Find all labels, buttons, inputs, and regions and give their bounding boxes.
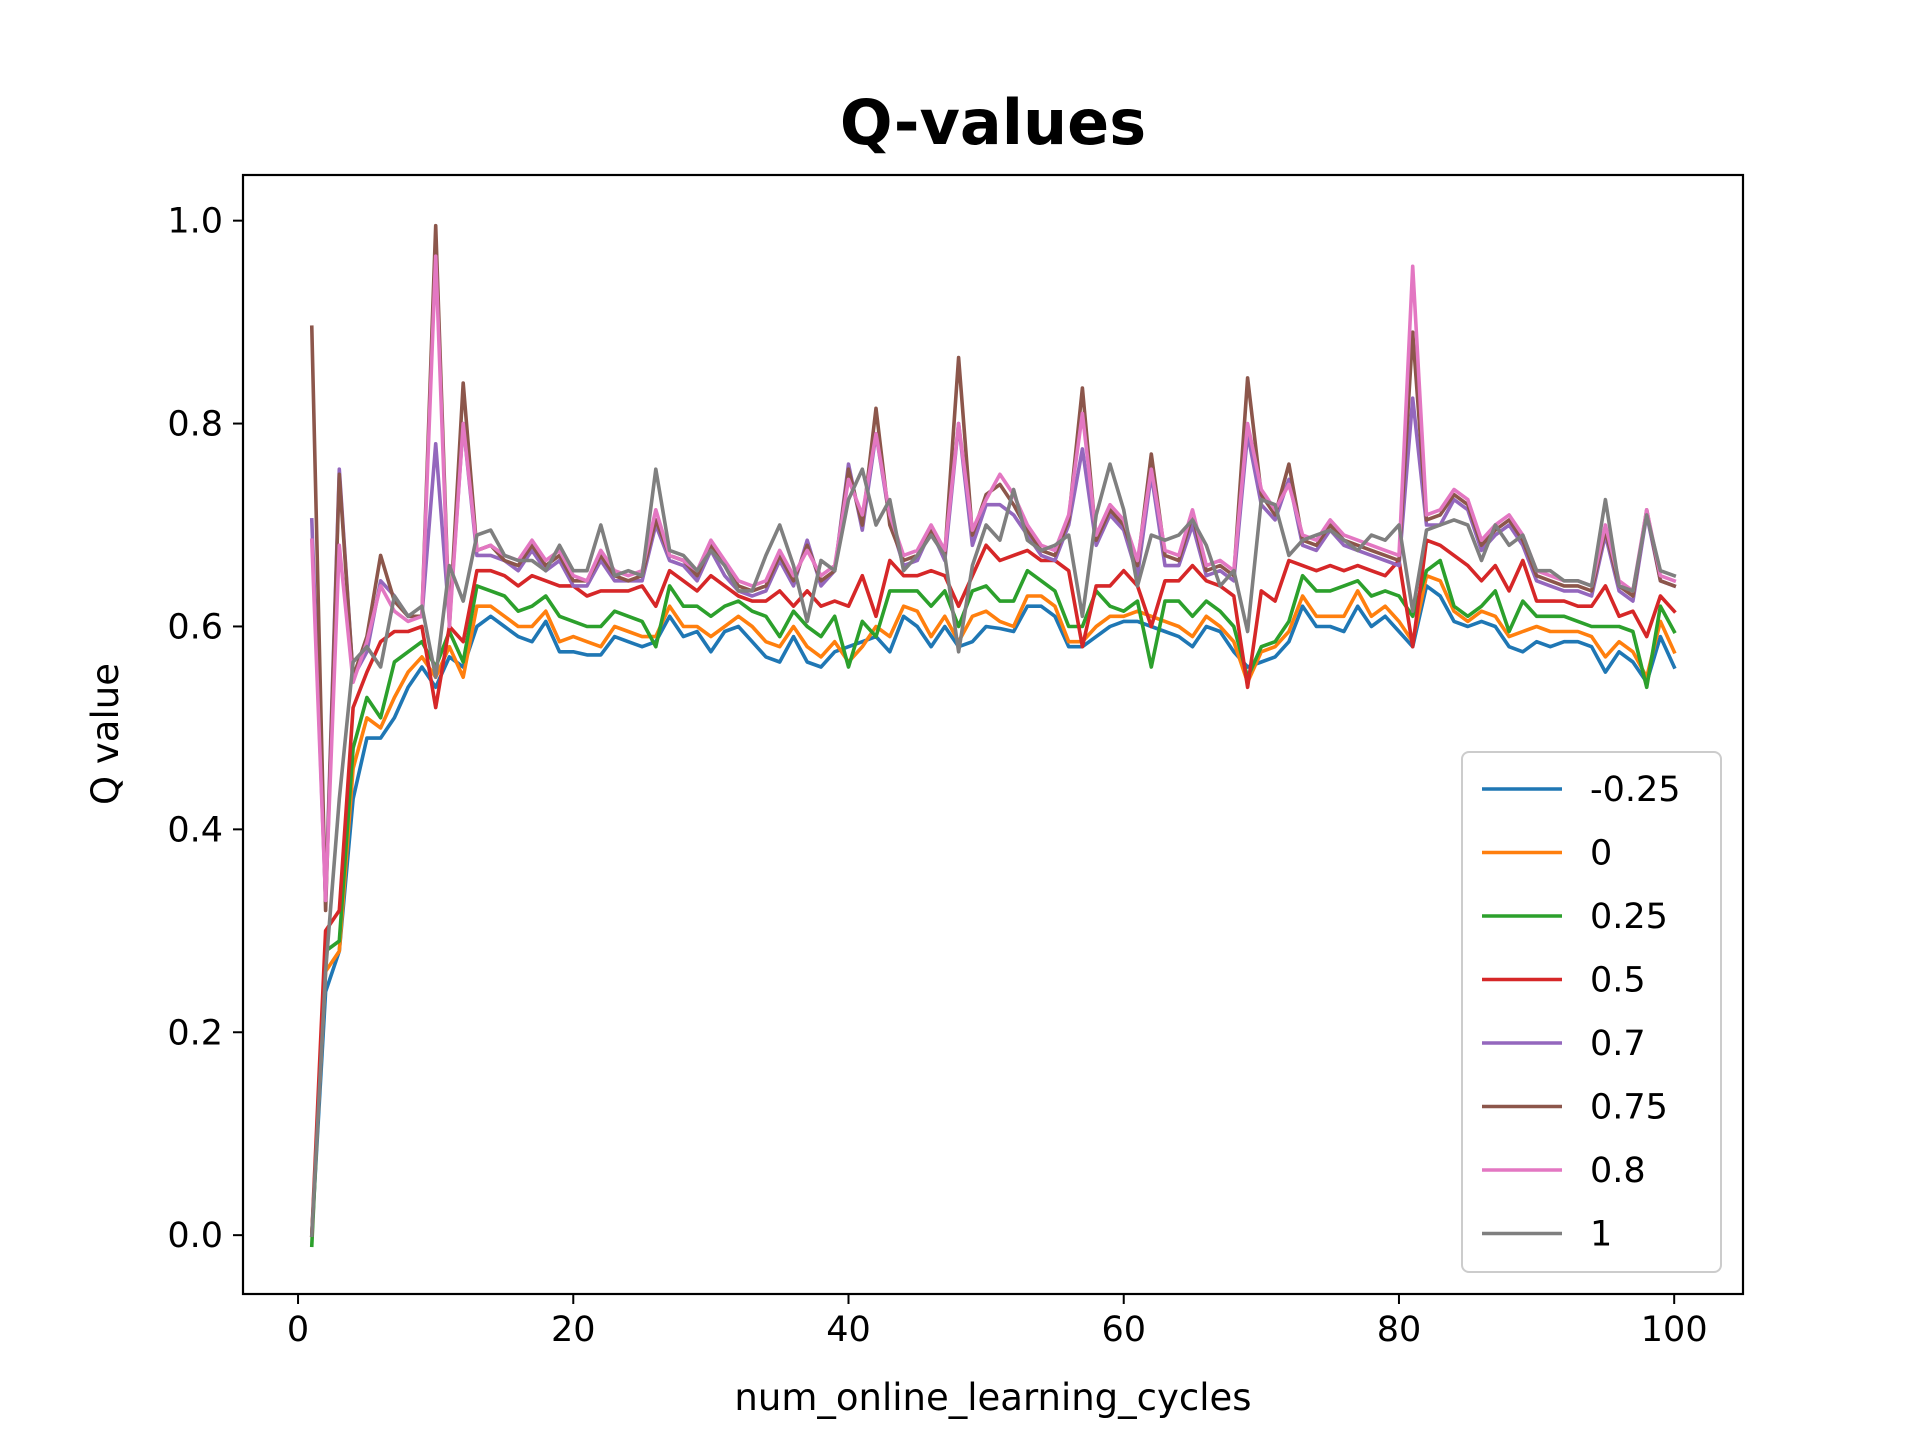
legend-label-2: 0.25	[1590, 897, 1668, 937]
series-line-4	[309, 396, 1677, 903]
legend-frame	[1461, 751, 1722, 1273]
legend-label-1: 0	[1590, 834, 1612, 874]
x-tick-label: 100	[1641, 1310, 1708, 1350]
legend-label-0: -0.25	[1590, 770, 1681, 810]
y-tick-label: 0.2	[167, 1013, 223, 1053]
legend: -0.25 0 0.25 0.5 0.7 0.75 0.8 1	[1461, 751, 1722, 1273]
legend-label-6: 0.8	[1590, 1151, 1646, 1191]
series-line-0	[309, 584, 1677, 1238]
x-axis-label: num_online_learning_cycles	[734, 1376, 1251, 1419]
y-tick-label: 0.8	[167, 405, 223, 445]
x-tick-label: 0	[287, 1310, 309, 1350]
y-tick-label: 0.6	[167, 607, 223, 647]
plot-frame	[241, 173, 1745, 1296]
series-line-6	[309, 254, 1677, 903]
y-axis-label: Q value	[84, 663, 127, 805]
legend-label-7: 1	[1590, 1215, 1612, 1255]
x-tick-label: 40	[826, 1310, 871, 1350]
x-tick-label: 60	[1101, 1310, 1146, 1350]
x-axis-ticks: 0 20 40 60 80 100	[287, 1294, 1708, 1350]
legend-label-5: 0.75	[1590, 1088, 1668, 1128]
plot-lines	[309, 223, 1677, 1248]
y-tick-label: 0.0	[167, 1216, 223, 1256]
legend-label-3: 0.5	[1590, 961, 1646, 1001]
y-tick-label: 1.0	[167, 202, 223, 242]
x-tick-label: 20	[551, 1310, 596, 1350]
series-line-1	[309, 573, 1677, 1238]
y-tick-label: 0.4	[167, 810, 223, 850]
series-line-3	[309, 538, 1677, 1238]
x-tick-label: 80	[1377, 1310, 1422, 1350]
legend-label-4: 0.7	[1590, 1024, 1646, 1064]
chart-title: Q-values	[840, 86, 1146, 159]
series-line-7	[309, 462, 1677, 1238]
y-axis-ticks: 0.0 0.2 0.4 0.6 0.8 1.0	[167, 202, 243, 1256]
series-line-2	[309, 558, 1677, 1248]
